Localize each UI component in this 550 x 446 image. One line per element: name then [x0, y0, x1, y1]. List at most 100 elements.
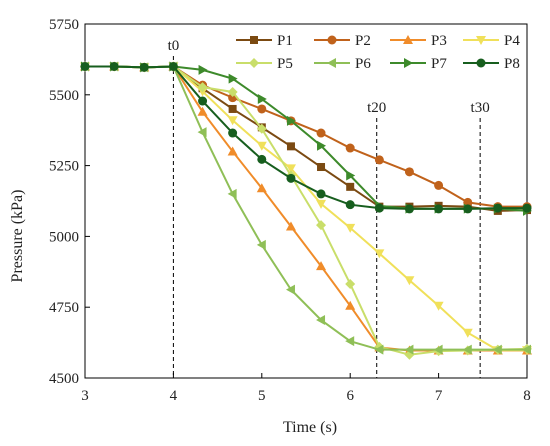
- data-point: [227, 146, 238, 156]
- legend-label: P3: [431, 33, 447, 49]
- axes: 3 4 5 6 7 8 4500 4750 5000 5250 5500 5750: [49, 17, 531, 404]
- series-line: [85, 65, 528, 212]
- legend: P1 P2 P3 P4 P5 P6 P7 P8: [236, 33, 520, 72]
- data-point: [434, 180, 444, 190]
- data-point: [228, 128, 238, 138]
- legend-item-p8: P8: [463, 56, 520, 72]
- legend-item-p6: P6: [314, 56, 371, 72]
- data-point: [80, 61, 90, 71]
- data-point: [327, 35, 337, 45]
- legend-label: P1: [277, 33, 293, 49]
- data-point: [286, 115, 296, 126]
- x-tick-label: 5: [258, 388, 266, 404]
- data-point: [316, 261, 327, 271]
- data-point: [227, 86, 238, 97]
- y-tick-label: 4500: [49, 371, 79, 387]
- data-point: [345, 223, 356, 233]
- data-point: [317, 140, 327, 151]
- time-marker-label: t0: [168, 38, 180, 54]
- data-point: [434, 204, 444, 214]
- data-point: [374, 155, 384, 165]
- data-point: [345, 300, 356, 310]
- data-point: [256, 123, 267, 134]
- data-point: [316, 314, 326, 325]
- data-point: [249, 58, 259, 68]
- data-point: [345, 336, 355, 347]
- series-line: [85, 65, 528, 212]
- y-tick-label: 4750: [49, 300, 79, 316]
- data-point: [256, 239, 266, 250]
- data-point: [404, 167, 414, 177]
- data-point: [257, 104, 267, 114]
- y-tick-label: 5750: [49, 17, 79, 33]
- data-point: [168, 61, 178, 71]
- series-line: [85, 65, 527, 210]
- legend-item-p1: P1: [236, 33, 293, 49]
- data-point: [228, 104, 237, 113]
- data-point: [492, 344, 502, 355]
- data-point: [374, 249, 385, 259]
- data-point: [462, 328, 473, 338]
- data-point: [197, 82, 208, 93]
- data-point: [285, 284, 295, 295]
- series-p2: [80, 61, 532, 212]
- data-point: [404, 276, 415, 286]
- data-point: [463, 204, 473, 214]
- data-point: [257, 94, 267, 105]
- data-point: [522, 344, 531, 355]
- data-point: [139, 62, 149, 72]
- data-point: [286, 142, 295, 151]
- data-point: [403, 35, 413, 44]
- data-point: [522, 203, 532, 213]
- data-point: [317, 163, 326, 172]
- data-point: [374, 203, 384, 213]
- y-tick-label: 5500: [49, 88, 79, 104]
- data-point: [198, 96, 208, 106]
- legend-label: P7: [431, 56, 447, 72]
- data-point: [476, 36, 486, 45]
- series-line: [85, 65, 528, 356]
- data-point: [257, 154, 267, 164]
- time-marker-label: t20: [367, 100, 386, 116]
- series-p8: [80, 61, 532, 214]
- x-tick-label: 4: [170, 388, 178, 404]
- x-axis-label: Time (s): [283, 419, 337, 436]
- data-point: [346, 182, 355, 191]
- x-tick-label: 3: [81, 388, 89, 404]
- legend-label: P8: [504, 56, 520, 72]
- data-point: [227, 188, 237, 199]
- data-point: [316, 128, 326, 138]
- data-point: [476, 58, 486, 68]
- legend-label: P4: [504, 33, 520, 49]
- legend-item-p2: P2: [314, 33, 371, 49]
- data-point: [327, 58, 336, 68]
- data-point: [374, 344, 384, 355]
- data-point: [316, 220, 327, 231]
- legend-label: P6: [355, 56, 371, 72]
- data-point: [197, 106, 208, 116]
- data-point: [493, 203, 503, 213]
- data-point: [316, 199, 327, 209]
- legend-item-p3: P3: [390, 33, 447, 49]
- data-point: [197, 127, 207, 138]
- series-group: [80, 61, 532, 360]
- time-marker-label: t30: [471, 100, 490, 116]
- data-point: [256, 183, 267, 193]
- data-point: [433, 344, 443, 355]
- data-point: [256, 141, 267, 151]
- plot-frame: [84, 23, 528, 379]
- y-tick-label: 5250: [49, 159, 79, 175]
- series-p7: [81, 61, 532, 216]
- data-point: [285, 164, 296, 174]
- data-point: [462, 344, 472, 355]
- data-point: [286, 173, 296, 183]
- data-point: [227, 116, 238, 126]
- data-point: [316, 189, 326, 199]
- x-tick-label: 6: [346, 388, 354, 404]
- legend-item-p7: P7: [390, 56, 447, 72]
- data-point: [404, 58, 413, 68]
- series-p1: [81, 62, 531, 215]
- y-axis-label: Pressure (kPa): [9, 190, 26, 283]
